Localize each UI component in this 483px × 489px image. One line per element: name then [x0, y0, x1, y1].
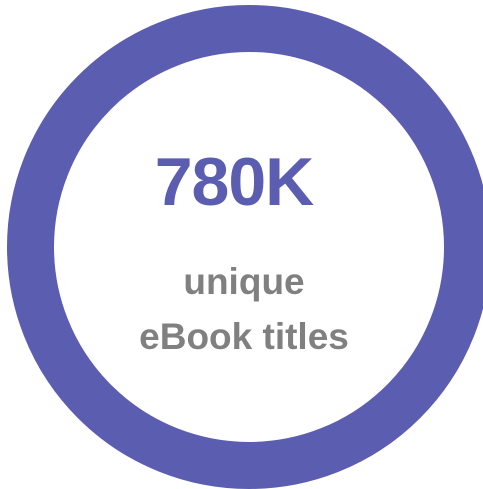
stat-caption-line-1: unique: [183, 261, 305, 302]
stat-ring: [7, 5, 483, 489]
stat-value: 780K: [154, 144, 315, 220]
stat-caption-line-2: eBook titles: [139, 316, 349, 357]
